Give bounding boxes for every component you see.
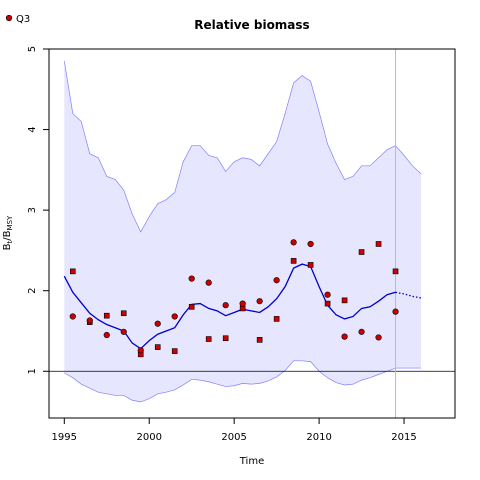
observation-point: [103, 331, 110, 339]
fitted-point: [341, 297, 348, 304]
legend: Q3: [5, 14, 30, 25]
fitted-point: [69, 268, 76, 275]
fitted-point: [290, 258, 297, 264]
observation-point: [290, 239, 297, 246]
observation-point: [358, 328, 365, 335]
observation-point: [307, 240, 314, 248]
y-axis-label: Bt/BMSY: [2, 215, 14, 250]
x-tick-label: 1995: [52, 432, 77, 443]
observation-point: [86, 317, 93, 324]
y-axis-label-mid: /B: [2, 230, 13, 240]
fitted-point: [222, 335, 229, 342]
observation-point: [120, 328, 127, 335]
x-tick-label: 2000: [136, 432, 161, 443]
confidence-band: [64, 61, 422, 402]
observation-point: [137, 347, 144, 354]
series-projection-line: [395, 291, 422, 299]
observation-point: [154, 320, 161, 327]
fitted-point: [103, 312, 110, 319]
fitted-point: [273, 316, 280, 322]
fitted-point: [205, 336, 212, 342]
fitted-point: [358, 249, 365, 255]
y-tick-label: 5: [27, 46, 38, 52]
y-axis-label-sub2: MSY: [6, 215, 14, 230]
observation-point: [69, 313, 76, 320]
fitted-point: [188, 304, 195, 310]
fitted-point: [120, 310, 127, 317]
fitted-point: [375, 241, 382, 247]
legend-label-q3: Q3: [16, 14, 30, 25]
observation-point: [341, 333, 348, 340]
y-axis-label-sub1: t: [6, 240, 14, 243]
x-tick-label: 2010: [306, 432, 331, 443]
fitted-point: [171, 348, 178, 354]
x-tick-label: 2005: [221, 432, 246, 443]
series-upper-line: [63, 61, 422, 233]
x-axis: 1995 2000 2005 2010 2015: [52, 417, 417, 443]
y-tick-label: 2: [27, 288, 38, 294]
y-tick-label: 1: [27, 368, 38, 374]
chart-title: Relative biomass: [194, 18, 309, 32]
observation-point: [324, 291, 331, 298]
series-median-line: [63, 263, 396, 350]
y-axis-label-base: B: [2, 243, 13, 250]
observation-point: [375, 334, 382, 341]
observation-point: [171, 313, 178, 320]
observation-point: [392, 308, 399, 315]
y-tick-label: 4: [27, 126, 38, 132]
observation-point: [222, 302, 229, 309]
series-lower-line: [64, 360, 422, 403]
fitted-point: [154, 344, 161, 350]
x-tick-label: 2015: [391, 432, 416, 443]
y-axis: 1 2 3 4 5: [27, 46, 50, 374]
y-tick-label: 3: [27, 207, 38, 213]
fitted-point: [324, 300, 331, 307]
observation-point: [256, 298, 263, 305]
plot-area: [49, 49, 455, 418]
observation-point: [205, 279, 212, 286]
fitted-point: [256, 337, 263, 343]
observation-point: [188, 275, 195, 282]
fitted-point: [307, 262, 314, 268]
fitted-point: [392, 268, 399, 275]
legend-marker-q3: [5, 14, 13, 22]
x-axis-label: Time: [239, 456, 264, 467]
observation-point: [239, 300, 246, 307]
observation-point: [273, 277, 280, 284]
